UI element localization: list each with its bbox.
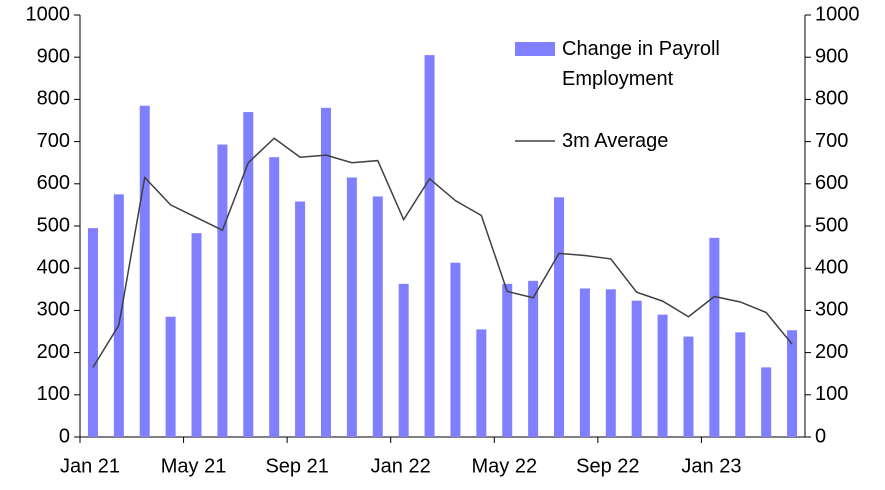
bar <box>191 233 202 437</box>
y-tick-label: 300 <box>37 299 70 321</box>
y-tick-label: 700 <box>37 130 70 152</box>
y-tick-label: 900 <box>37 45 70 67</box>
y-tick-label: 0 <box>59 425 70 447</box>
bar <box>243 112 254 437</box>
bar <box>372 196 383 437</box>
bar <box>217 144 228 437</box>
x-tick-label: May 22 <box>471 455 537 477</box>
y2-tick-label: 500 <box>815 214 848 236</box>
legend-swatch <box>515 42 555 56</box>
y2-tick-label: 300 <box>815 299 848 321</box>
legend-label: 3m Average <box>562 130 669 152</box>
y-tick-label: 1000 <box>26 3 71 25</box>
bar <box>554 197 565 437</box>
bar <box>657 314 668 437</box>
y2-tick-label: 100 <box>815 383 848 405</box>
bar <box>295 201 306 437</box>
y2-tick-label: 600 <box>815 172 848 194</box>
y2-tick-label: 200 <box>815 341 848 363</box>
bar <box>113 194 124 437</box>
y2-tick-label: 1000 <box>815 3 860 25</box>
bar <box>424 55 435 438</box>
bar <box>735 332 746 437</box>
y-tick-label: 600 <box>37 172 70 194</box>
y-tick-label: 200 <box>37 341 70 363</box>
y-tick-label: 800 <box>37 88 70 110</box>
legend-label-box: Change in Payroll Employment <box>562 38 720 90</box>
y2-tick-label: 0 <box>815 425 826 447</box>
x-tick-label: Sep 22 <box>576 455 639 477</box>
bar <box>165 316 176 437</box>
bar <box>709 237 720 437</box>
y2-tick-label: 800 <box>815 88 848 110</box>
x-tick-label: Jan 22 <box>371 455 431 477</box>
y2-tick-label: 700 <box>815 130 848 152</box>
bar <box>398 283 409 437</box>
bar <box>605 289 616 437</box>
x-tick-label: Jan 23 <box>681 455 741 477</box>
legend-label: Change in Payroll Employment <box>562 38 720 90</box>
bar <box>450 262 461 437</box>
bar <box>631 300 642 437</box>
bar <box>528 280 539 437</box>
bar <box>761 367 772 437</box>
bar <box>139 105 150 437</box>
y-tick-label: 500 <box>37 214 70 236</box>
bar <box>346 177 357 437</box>
bar <box>579 288 590 437</box>
bar <box>87 228 98 437</box>
bar <box>502 283 513 437</box>
bar <box>476 329 487 437</box>
bar <box>787 330 798 437</box>
y-tick-label: 100 <box>37 383 70 405</box>
bar <box>683 336 694 437</box>
y2-tick-label: 400 <box>815 256 848 278</box>
bar <box>320 107 331 437</box>
bar <box>269 157 280 438</box>
y2-tick-label: 900 <box>815 45 848 67</box>
line <box>92 137 793 368</box>
y-tick-label: 400 <box>37 256 70 278</box>
x-tick-label: Sep 21 <box>265 455 328 477</box>
x-tick-label: May 21 <box>161 455 227 477</box>
x-tick-label: Jan 21 <box>60 455 120 477</box>
legend-label-box: 3m Average <box>562 130 669 152</box>
